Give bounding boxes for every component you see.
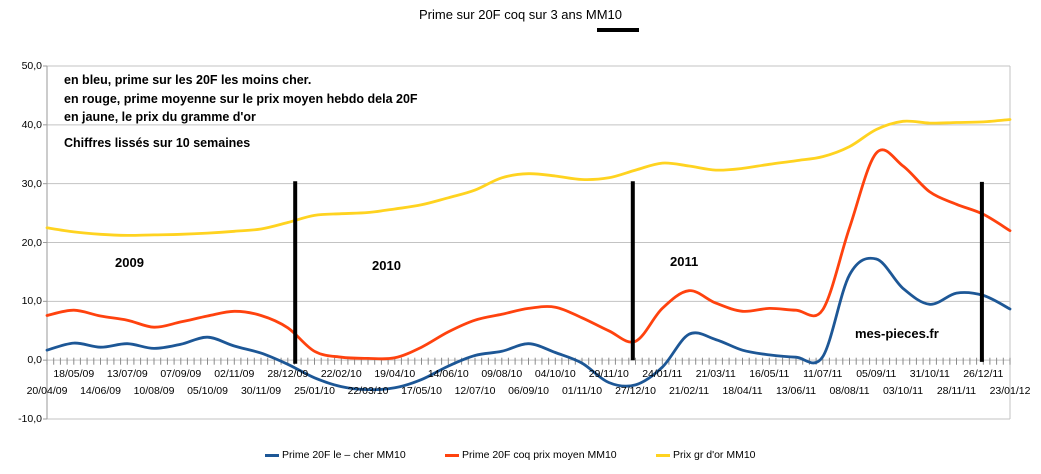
legend-item: Prix gr d'or MM10 xyxy=(656,448,756,462)
x-tick-label: 30/11/09 xyxy=(240,385,282,397)
x-tick-label: 05/09/11 xyxy=(856,368,897,380)
x-tick-label: 05/10/09 xyxy=(187,385,228,397)
x-tick-label: 01/11/10 xyxy=(561,385,603,397)
year-label-2011: 2011 xyxy=(670,254,699,269)
x-tick-label: 21/03/11 xyxy=(695,368,736,380)
x-tick-label: 10/08/09 xyxy=(133,385,175,397)
legend-item: Prime 20F le – cher MM10 xyxy=(265,448,406,462)
x-tick-label: 20/04/09 xyxy=(26,385,68,397)
x-tick-label: 09/08/10 xyxy=(481,368,523,380)
note-smoothing: Chiffres lissés sur 10 semaines xyxy=(64,136,251,150)
x-tick-label: 28/12/09 xyxy=(267,368,309,380)
x-tick-label: 13/07/09 xyxy=(106,368,148,380)
y-tick-label: 40,0 xyxy=(21,118,42,131)
x-tick-label: 21/02/11 xyxy=(668,385,710,397)
x-tick-label: 31/10/11 xyxy=(909,368,950,380)
x-tick-label: 12/07/10 xyxy=(454,385,496,397)
x-tick-label: 17/05/10 xyxy=(401,385,442,397)
x-tick-label: 07/09/09 xyxy=(160,368,202,380)
series-line-0 xyxy=(45,256,1012,392)
x-tick-label: 24/01/11 xyxy=(642,368,683,380)
legend-item: Prime 20F coq prix moyen MM10 xyxy=(445,448,617,462)
y-tick-label: 30,0 xyxy=(21,177,42,190)
y-tick-label: 20,0 xyxy=(21,236,42,249)
x-tick-label: 02/11/09 xyxy=(214,368,255,380)
x-tick-label: 25/01/10 xyxy=(294,385,335,397)
legend-line-swatch-icon xyxy=(445,453,459,457)
x-tick-label: 26/12/11 xyxy=(963,368,1004,380)
x-tick-label: 27/12/10 xyxy=(615,385,656,397)
x-tick-label: 18/04/11 xyxy=(722,385,763,397)
x-tick-label: 23/01/12 xyxy=(989,385,1031,397)
year-label-2010: 2010 xyxy=(372,258,401,273)
x-tick-label: 04/10/10 xyxy=(534,368,576,380)
x-tick-label: 14/06/09 xyxy=(80,385,121,397)
legend-line-swatch-icon xyxy=(656,453,670,457)
x-tick-label: 03/10/11 xyxy=(882,385,924,397)
y-tick-label: 0,0 xyxy=(27,354,42,367)
x-tick-label: 18/05/09 xyxy=(53,368,95,380)
series-line-2 xyxy=(45,118,1012,237)
x-tick-label: 06/09/10 xyxy=(508,385,549,397)
note-blue: en bleu, prime sur les 20F les moins che… xyxy=(64,73,312,87)
title-underline-bar xyxy=(597,28,639,32)
y-tick-label: -10,0 xyxy=(18,413,42,425)
x-tick-label: 29/11/10 xyxy=(588,368,629,380)
x-tick-label: 13/06/11 xyxy=(775,385,817,397)
series-line-1 xyxy=(45,148,1012,361)
x-tick-label: 16/05/11 xyxy=(749,368,790,380)
x-tick-label: 22/02/10 xyxy=(320,368,362,380)
watermark-site-name: mes-pieces.fr xyxy=(855,326,939,341)
x-tick-label: 08/08/11 xyxy=(829,385,870,397)
y-tick-label: 50,0 xyxy=(21,60,42,72)
legend-label: Prix gr d'or MM10 xyxy=(673,449,756,461)
legend-label: Prime 20F coq prix moyen MM10 xyxy=(462,449,617,461)
x-tick-label: 11/07/11 xyxy=(803,368,843,380)
legend-line-swatch-icon xyxy=(265,453,279,457)
x-tick-label: 28/11/11 xyxy=(936,385,977,397)
note-red: en rouge, prime moyenne sur le prix moye… xyxy=(64,92,418,106)
year-label-2009: 2009 xyxy=(115,255,144,270)
x-tick-label: 22/03/10 xyxy=(347,385,389,397)
y-tick-label: 10,0 xyxy=(21,295,42,308)
note-yellow: en jaune, le prix du gramme d'or xyxy=(64,110,256,124)
chart-title: Prime sur 20F coq sur 3 ans MM10 xyxy=(418,7,623,22)
x-tick-label: 19/04/10 xyxy=(374,368,416,380)
x-tick-label: 14/06/10 xyxy=(427,368,469,380)
legend-label: Prime 20F le – cher MM10 xyxy=(282,449,406,461)
